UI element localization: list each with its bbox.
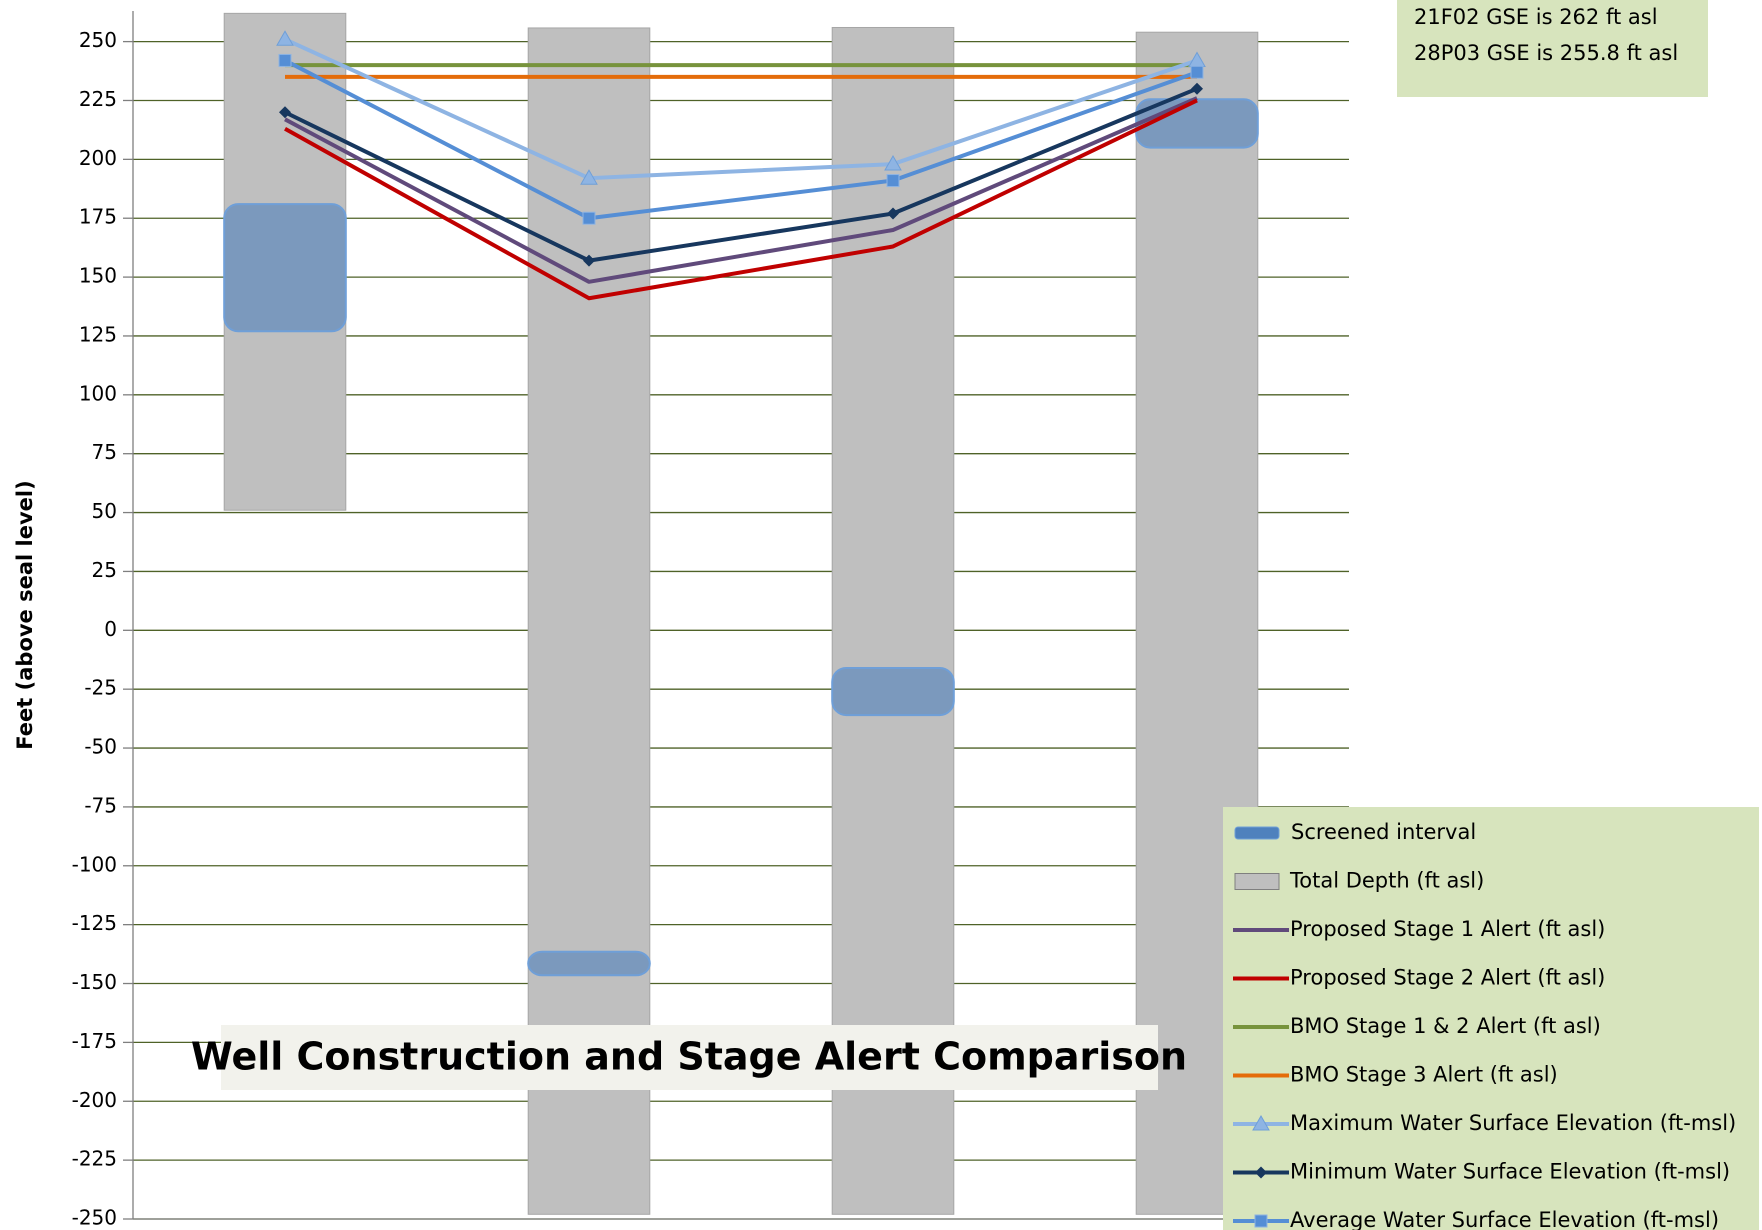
y-tick-label: 75 (92, 440, 117, 464)
marker (580, 169, 598, 185)
y-tick-label: -75 (84, 793, 117, 817)
marker (1252, 1114, 1270, 1131)
legend-swatch (1234, 873, 1280, 890)
y-tick-label: -200 (72, 1088, 117, 1112)
series-line (284, 58, 1198, 221)
annotation: 28P03 GSE is 255.8 ft asl (1414, 41, 1678, 65)
y-tick-label: -150 (72, 970, 117, 994)
y-tick-label: -50 (84, 735, 117, 759)
legend-label: BMO Stage 3 Alert (ft asl) (1290, 1063, 1558, 1087)
series-line (284, 98, 1198, 301)
total-depth-bar (527, 27, 651, 1215)
y-tick-label: 50 (92, 499, 117, 523)
y-tick-label: 150 (79, 264, 117, 288)
marker (1190, 65, 1204, 79)
legend-swatch (1234, 826, 1280, 840)
marker (884, 155, 902, 171)
y-tick-label: 250 (79, 28, 117, 52)
marker (886, 174, 900, 188)
title-box (221, 1025, 1158, 1090)
y-tick-label: 200 (79, 146, 117, 170)
y-tick-label: 225 (79, 87, 117, 111)
marker (887, 207, 899, 220)
legend-label: Minimum Water Surface Elevation (ft-msl) (1290, 1160, 1730, 1184)
legend: Screened interval Total Depth (ft asl) Pro… (1233, 820, 1736, 1230)
marker (583, 254, 595, 267)
screened-interval (527, 950, 651, 977)
marker (1191, 82, 1203, 95)
y-axis-label: Feet (above seal level) (13, 480, 37, 749)
screened-interval (223, 203, 347, 333)
y-tick-label: -125 (72, 911, 117, 935)
marker (278, 53, 292, 67)
series-line (284, 96, 1198, 284)
y-tick-label: 175 (79, 205, 117, 229)
y-tick-label: -25 (84, 676, 117, 700)
marker (1255, 1166, 1267, 1179)
note-box (1397, 0, 1708, 97)
y-tick-label: -250 (72, 1206, 117, 1230)
legend-label: Proposed Stage 1 Alert (ft asl) (1290, 917, 1605, 941)
legend-label: Screened interval (1291, 820, 1476, 844)
y-tick-label: 0 (104, 617, 117, 641)
legend-label: Proposed Stage 2 Alert (ft asl) (1290, 966, 1605, 990)
y-tick-label: 100 (79, 381, 117, 405)
chart-title: Well Construction and Stage Alert Compar… (191, 1035, 1187, 1079)
legend-label: BMO Stage 1 & 2 Alert (ft asl) (1290, 1014, 1601, 1038)
legend-label: Maximum Water Surface Elevation (ft-msl) (1290, 1111, 1736, 1135)
annotation: 21F02 GSE is 262 ft asl (1414, 5, 1658, 29)
series-line (284, 37, 1198, 181)
y-tick-label: -175 (72, 1029, 117, 1053)
marker (1254, 1214, 1268, 1228)
y-tick-label: 125 (79, 322, 117, 346)
y-tick-label: 25 (92, 558, 117, 582)
marker (279, 106, 291, 119)
legend-label: Average Water Surface Elevation (ft-msl) (1290, 1208, 1719, 1230)
legend-box (1223, 807, 1759, 1230)
y-tick-label: -100 (72, 852, 117, 876)
y-tick-label: -225 (72, 1147, 117, 1171)
series-line (284, 86, 1198, 263)
legend-label: Total Depth (ft asl) (1289, 869, 1484, 893)
marker (276, 30, 294, 46)
screened-interval (831, 666, 955, 717)
marker (582, 211, 596, 225)
